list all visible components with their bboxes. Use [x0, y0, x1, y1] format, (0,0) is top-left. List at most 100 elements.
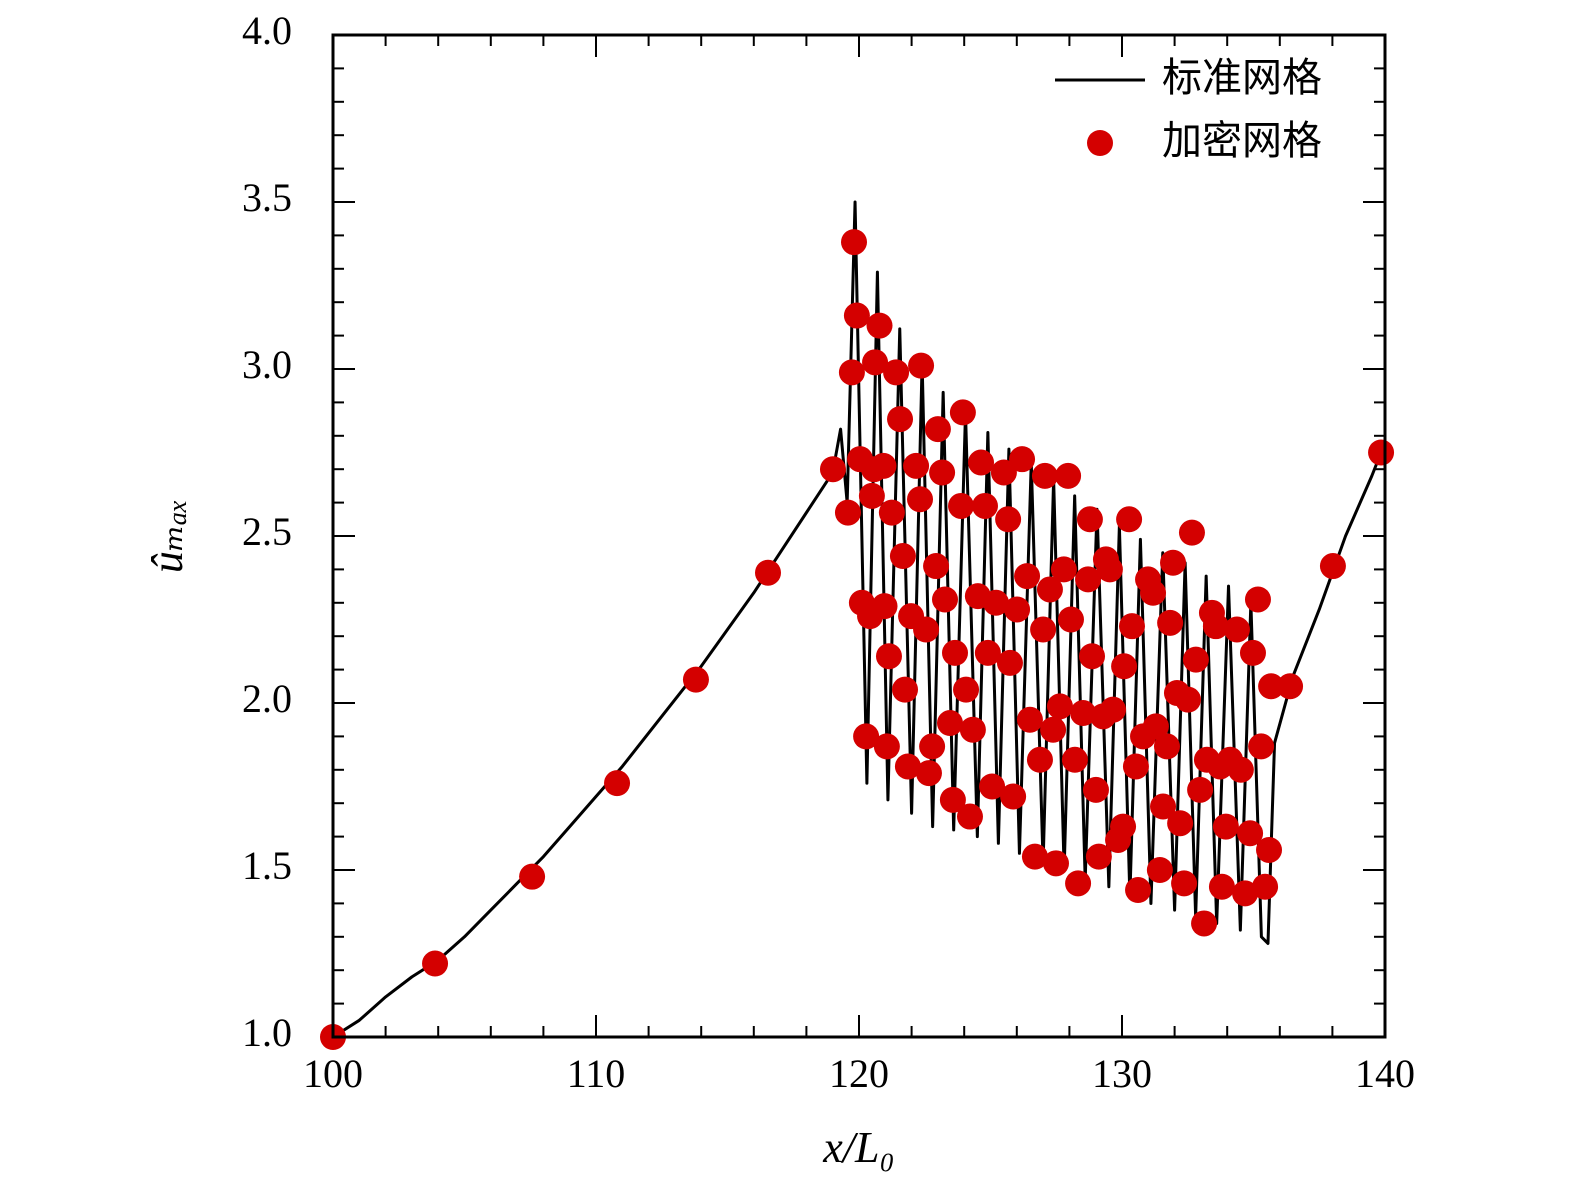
data-point [1082, 776, 1109, 803]
data-point [1036, 576, 1063, 603]
data-point [819, 456, 846, 483]
data-point [968, 449, 995, 476]
data-point [990, 459, 1017, 486]
data-point [1040, 716, 1067, 743]
data-point [883, 359, 910, 386]
data-point [1248, 733, 1275, 760]
data-point [971, 492, 998, 519]
data-point [887, 406, 914, 433]
data-point [853, 723, 880, 750]
data-point [1237, 820, 1264, 847]
data-point [870, 452, 897, 479]
legend-marker [1087, 130, 1113, 156]
data-point [1125, 877, 1152, 904]
data-point [1208, 873, 1235, 900]
data-point [1016, 706, 1043, 733]
data-point [1182, 646, 1209, 673]
data-point [422, 950, 449, 977]
data-point [871, 593, 898, 620]
data-point [941, 639, 968, 666]
x-tick-label: 100 [303, 1051, 363, 1096]
data-point [1085, 843, 1112, 870]
data-point [1368, 439, 1395, 466]
data-point [913, 616, 940, 643]
data-point [843, 302, 870, 329]
data-point [1076, 506, 1103, 533]
data-point [1021, 843, 1048, 870]
data-point [915, 760, 942, 787]
data-point [1252, 873, 1279, 900]
data-point [908, 352, 935, 379]
data-point [892, 676, 919, 703]
data-point [834, 499, 861, 526]
x-axis-title: x/L₀ [822, 1123, 895, 1172]
x-tick-label: 120 [829, 1051, 889, 1096]
data-point [1100, 696, 1127, 723]
data-point [1212, 813, 1239, 840]
data-point [974, 639, 1001, 666]
data-point [1110, 813, 1137, 840]
y-tick-label: 4.0 [242, 8, 292, 53]
legend-label: 标准网格 [1162, 55, 1322, 101]
data-point [923, 553, 950, 580]
data-point [841, 229, 868, 256]
y-tick-label: 3.5 [242, 175, 292, 220]
data-point [1118, 613, 1145, 640]
data-point [1070, 700, 1097, 727]
data-point [682, 666, 709, 693]
data-point [1223, 616, 1250, 643]
data-point [1244, 586, 1271, 613]
data-point [1004, 596, 1031, 623]
data-point [1057, 606, 1084, 633]
data-point [1142, 713, 1169, 740]
data-point [1146, 857, 1173, 883]
data-point [1153, 733, 1180, 760]
data-point [878, 499, 905, 526]
y-tick-label: 3.0 [242, 342, 292, 387]
data-point [1046, 693, 1073, 720]
data-point [1175, 686, 1202, 713]
data-point [1031, 462, 1058, 489]
plot-frame [331, 33, 1387, 1039]
data-point [889, 543, 916, 570]
data-point [1096, 556, 1123, 583]
y-tick-label: 1.0 [242, 1010, 292, 1055]
data-point [1122, 753, 1149, 780]
data-point [894, 753, 921, 780]
data-point [1202, 613, 1229, 640]
data-point [1256, 836, 1283, 863]
data-point [1055, 462, 1082, 489]
data-point [953, 676, 980, 703]
data-point [875, 643, 902, 670]
y-tick-label: 1.5 [242, 843, 292, 888]
data-point [907, 486, 934, 513]
y-tick-label: 2.0 [242, 676, 292, 721]
data-point [1009, 446, 1036, 473]
data-point [1187, 776, 1214, 803]
data-point [1079, 643, 1106, 670]
data-point [995, 506, 1022, 533]
data-point [519, 863, 546, 890]
data-point [1014, 563, 1041, 590]
data-point [1030, 616, 1057, 643]
data-point [1171, 870, 1198, 897]
data-point [929, 459, 956, 486]
data-point [1160, 549, 1187, 576]
data-point [1227, 756, 1254, 783]
y-axis-title: ûₘₐₓ [143, 499, 192, 573]
data-point [979, 773, 1006, 800]
data-point [1239, 639, 1266, 666]
data-point [903, 452, 930, 479]
data-point [1065, 870, 1092, 897]
data-point [862, 349, 889, 376]
data-point [1111, 653, 1138, 680]
data-point [919, 733, 946, 760]
x-tick-label: 110 [567, 1051, 626, 1096]
data-point [939, 786, 966, 813]
data-point [1061, 746, 1088, 773]
data-point [1050, 556, 1077, 583]
data-point [866, 312, 893, 339]
data-point [1191, 910, 1218, 937]
data-point [1157, 609, 1184, 636]
